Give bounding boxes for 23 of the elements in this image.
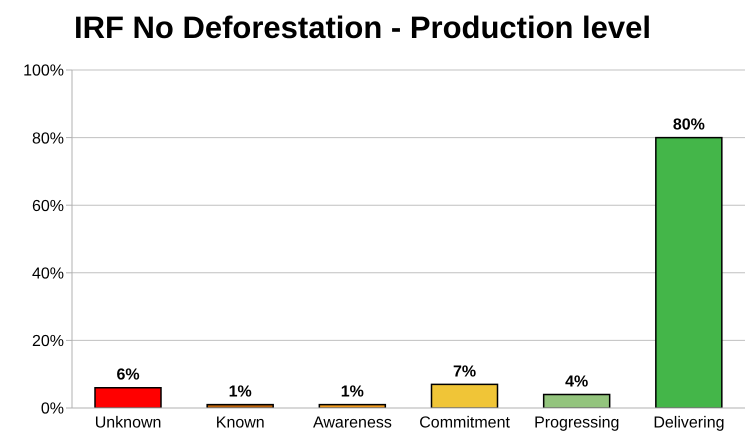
y-tick-label: 40%: [32, 265, 64, 282]
data-label: 6%: [116, 366, 140, 384]
data-label: 80%: [672, 116, 705, 134]
y-tick-label: 60%: [32, 198, 64, 215]
x-tick-label: Known: [216, 414, 265, 432]
x-tick-label: Progressing: [534, 414, 620, 432]
x-tick-label: Commitment: [419, 414, 510, 432]
bar: [430, 384, 498, 408]
y-tick-label: 80%: [32, 130, 64, 148]
data-label: 1%: [340, 384, 364, 401]
bar: [94, 386, 162, 408]
x-tick-label: Delivering: [653, 414, 724, 432]
data-label: 4%: [565, 373, 588, 390]
bar: [655, 136, 723, 408]
y-tick-label: 0%: [40, 400, 64, 418]
bar: [542, 394, 610, 408]
data-label: 1%: [228, 384, 252, 401]
y-tick-label: 20%: [32, 333, 64, 350]
chart-title: IRF No Deforestation - Production level: [73, 9, 652, 47]
x-tick-label: Unknown: [94, 414, 162, 432]
data-label: 7%: [452, 363, 476, 380]
x-tick-label: Awareness: [312, 414, 392, 432]
y-tick-label: 100%: [23, 62, 64, 80]
